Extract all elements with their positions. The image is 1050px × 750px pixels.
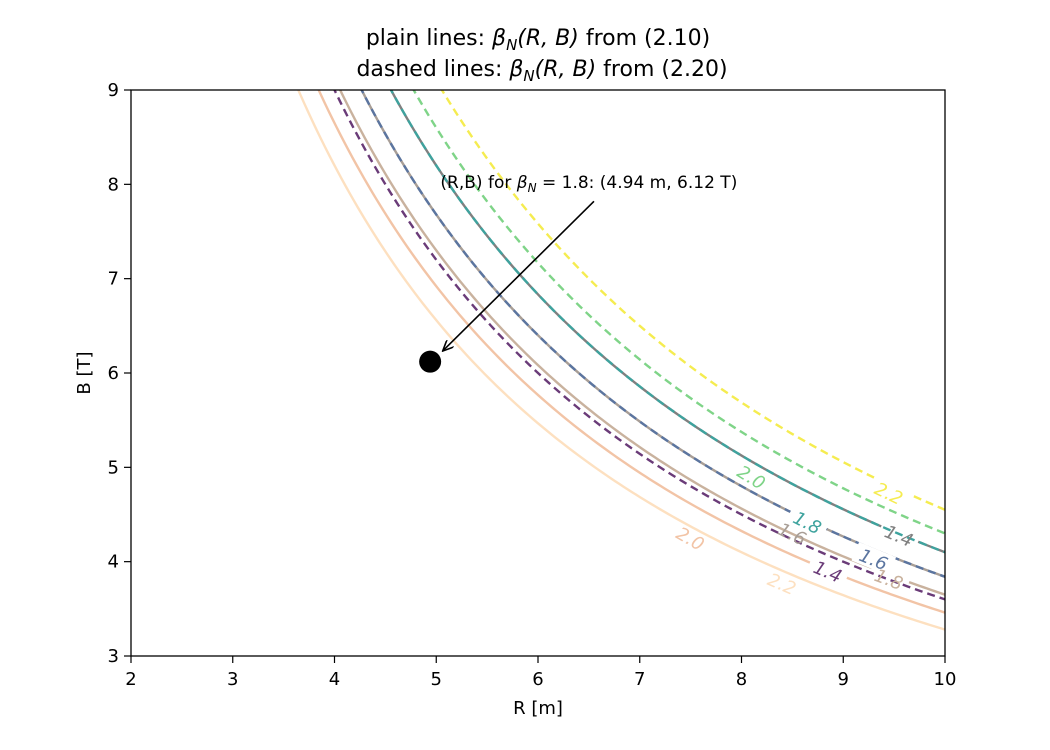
- annotation-layer: (R,B) for βN = 1.8: (4.94 m, 6.12 T): [419, 173, 737, 373]
- y-tick-label: 3: [108, 646, 119, 667]
- contour-label-gap: [759, 566, 805, 601]
- y-axis: 3 4 5 6 7 8 9: [108, 80, 131, 667]
- contour-label-gap: [866, 475, 912, 511]
- contour-label-layer: 1.41.61.82.02.2 1.4 1.61.82.0 2.2: [672, 462, 916, 600]
- x-axis-label: R [m]: [513, 698, 563, 719]
- series-line-dashed-2-0: [412, 90, 945, 535]
- series-line-solid-1-8: [338, 90, 945, 596]
- y-axis-label: B [T]: [74, 351, 95, 394]
- contour-label-gap: [668, 519, 713, 557]
- y-tick-label: 9: [108, 80, 119, 101]
- x-axis: 2 3 4 5 6 7 8 9 10: [125, 656, 956, 690]
- chart-title-line1: plain lines: βN(R, B) from (2.10): [366, 26, 710, 54]
- series-line-dashed-1-8: [389, 90, 945, 554]
- series-line-dashed-1-4: [333, 90, 945, 601]
- series-line-solid-2-0: [317, 90, 945, 614]
- x-tick-label: 9: [838, 669, 849, 690]
- x-tick-label: 7: [634, 669, 645, 690]
- y-tick-label: 6: [108, 363, 119, 384]
- x-tick-label: 3: [227, 669, 238, 690]
- contour-label-gap: [729, 457, 774, 496]
- operating-point-marker: [419, 350, 442, 373]
- x-tick-label: 8: [736, 669, 747, 690]
- series-line-dashed-1-6: [360, 90, 945, 579]
- x-tick-label: 4: [329, 669, 340, 690]
- x-tick-label: 2: [125, 669, 136, 690]
- x-tick-label: 10: [934, 669, 957, 690]
- y-tick-label: 5: [108, 457, 119, 478]
- y-tick-label: 8: [108, 174, 119, 195]
- contour-label-gap: [785, 504, 830, 541]
- curve-layer: [297, 90, 945, 631]
- series-line-solid-2-2: [297, 90, 945, 631]
- x-tick-label: 5: [431, 669, 442, 690]
- x-tick-label: 6: [532, 669, 543, 690]
- annotation-arrow: [443, 200, 595, 350]
- series-line-solid-1-6: [360, 90, 945, 579]
- annotation-text: (R,B) for βN = 1.8: (4.94 m, 6.12 T): [440, 173, 737, 195]
- contour-label-gap: [805, 554, 851, 589]
- contour-label-gap: [851, 541, 897, 576]
- chart-title-line2: dashed lines: βN(R, B) from (2.20): [356, 57, 727, 85]
- series-line-dashed-2-2: [440, 90, 945, 512]
- y-tick-label: 7: [108, 269, 119, 290]
- y-tick-label: 4: [108, 552, 119, 573]
